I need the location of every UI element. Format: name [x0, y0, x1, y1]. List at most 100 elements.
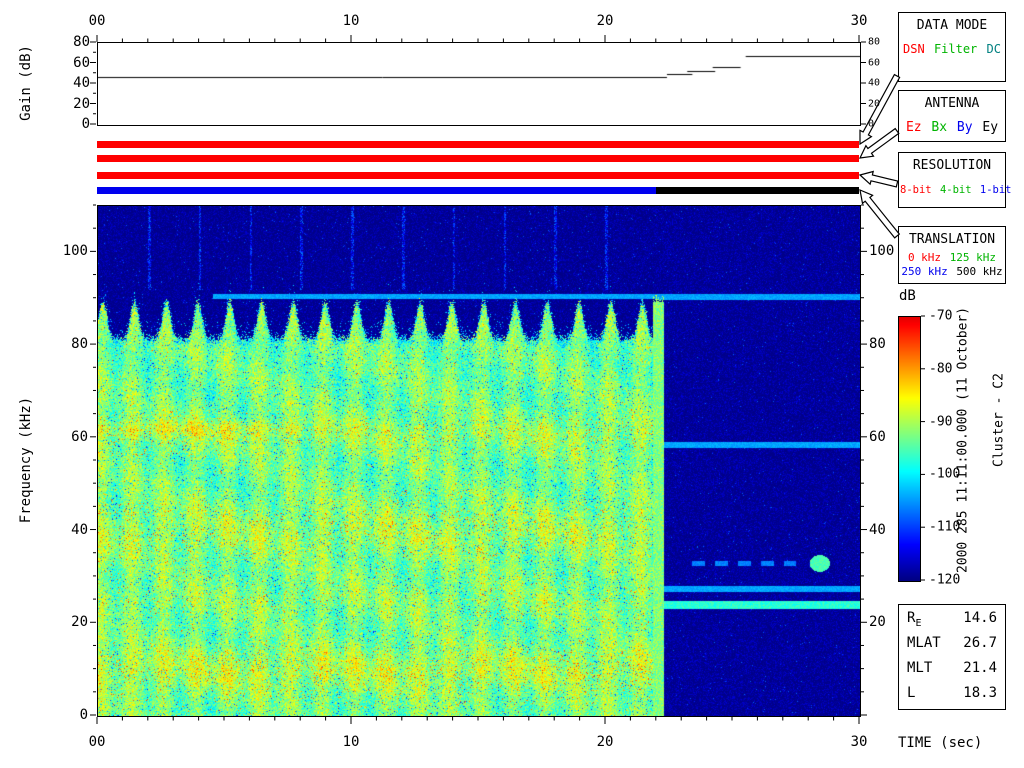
status-segment-antenna — [97, 155, 859, 162]
tick-label: 60 — [71, 428, 88, 445]
tick-label: 0 — [868, 118, 875, 130]
frequency-axis-label: Frequency (kHz) — [18, 396, 34, 524]
tick-label: -80 — [929, 361, 953, 377]
tick-label: 40 — [73, 75, 90, 91]
antenna-option-bx: Bx — [931, 120, 948, 135]
tick-label: 20 — [596, 13, 614, 29]
tick-label: 80 — [71, 336, 88, 353]
tick-label: 60 — [868, 57, 881, 68]
ephemeris-value: 26.7 — [963, 635, 997, 652]
tick-label: 60 — [73, 54, 90, 71]
tick-label: 40 — [869, 521, 886, 538]
antenna-option-ez: Ez — [905, 120, 922, 135]
resolution-options: 8-bit 4-bit 1-bit — [899, 184, 1011, 196]
time-axis-label: TIME (sec) — [898, 735, 983, 751]
status-segment-translation — [655, 187, 859, 194]
data-mode-option-dc: DC — [986, 42, 1001, 56]
antenna-option-by: By — [956, 120, 973, 135]
translation-title: TRANSLATION — [908, 232, 996, 247]
tick-label: 20 — [868, 98, 881, 109]
colorbar-units-label: dB — [899, 288, 916, 304]
ephemeris-row: MLAT 26.7 — [899, 635, 1005, 654]
ephemeris-row: L 18.3 — [899, 685, 1005, 704]
callout-arrow — [858, 170, 899, 188]
tick-label: -100 — [929, 466, 961, 482]
tick-label: 10 — [342, 734, 360, 750]
ephemeris-box: RE 14.6 MLAT 26.7 MLT 21.4 L 18.3 — [898, 604, 1006, 710]
tick-label: 100 — [62, 243, 88, 260]
ephemeris-label-sub: E — [915, 617, 922, 629]
colorbar-canvas — [898, 316, 921, 582]
data-mode-panel: DATA MODE DSN Filter DC — [898, 12, 1006, 82]
antenna-status-bar — [97, 155, 859, 162]
translation-option-250khz: 250 kHz — [901, 265, 948, 278]
ephemeris-value: 18.3 — [963, 685, 997, 702]
tick-label: 60 — [869, 428, 886, 445]
ephemeris-label: MLAT — [907, 635, 941, 654]
tick-label: 30 — [850, 13, 868, 29]
tick-label: -90 — [929, 414, 953, 430]
ephemeris-row: RE 14.6 — [899, 610, 1005, 629]
ephemeris-label-text: MLT — [907, 660, 933, 677]
status-segment-translation — [97, 187, 656, 194]
ephemeris-value: 21.4 — [963, 660, 997, 677]
translation-option-0khz: 0 kHz — [907, 251, 942, 264]
tick-label: 00 — [88, 734, 106, 750]
data-mode-options: DSN Filter DC — [899, 42, 1005, 56]
gain-axis-label: Gain (dB) — [18, 45, 34, 121]
data-mode-option-dsn: DSN — [903, 42, 925, 56]
tick-label: 20 — [869, 614, 886, 631]
ephemeris-label-text: MLAT — [907, 635, 941, 652]
tick-label: 20 — [73, 95, 90, 112]
ephemeris-label: L — [907, 685, 915, 704]
data-mode-title: DATA MODE — [916, 18, 988, 33]
antenna-option-ey: Ey — [982, 120, 999, 135]
tick-label: 40 — [71, 521, 88, 538]
tick-label: 100 — [869, 243, 895, 260]
resolution-title: RESOLUTION — [912, 158, 992, 173]
tick-label: 80 — [868, 36, 881, 48]
gain-plot-canvas — [97, 42, 861, 126]
resolution-option-1bit: 1-bit — [979, 184, 1012, 196]
translation-panel: TRANSLATION 0 kHz 125 kHz 250 kHz 500 kH… — [898, 226, 1006, 284]
status-segment-resolution — [97, 172, 859, 179]
ephemeris-label: RE — [907, 610, 921, 629]
translation-options: 0 kHz 125 kHz 250 kHz 500 kHz — [899, 251, 1005, 279]
antenna-title: ANTENNA — [924, 96, 980, 111]
resolution-panel: RESOLUTION 8-bit 4-bit 1-bit — [898, 152, 1011, 208]
translation-status-bar — [97, 187, 859, 194]
tick-label: 00 — [88, 13, 106, 29]
tick-label: 0 — [81, 116, 90, 132]
ephemeris-row: MLT 21.4 — [899, 660, 1005, 679]
data-mode-status-bar — [97, 141, 859, 148]
translation-option-125khz: 125 kHz — [949, 251, 997, 264]
ephemeris-label-text: R — [907, 610, 916, 627]
tick-label: -70 — [929, 308, 953, 324]
translation-option-500khz: 500 kHz — [956, 265, 1003, 278]
tick-label: 30 — [850, 734, 868, 750]
tick-label: 20 — [71, 614, 88, 631]
antenna-panel: ANTENNA Ez Bx By Ey — [898, 90, 1006, 142]
callout-arrow — [859, 189, 901, 239]
antenna-options: Ez Bx By Ey — [899, 120, 1005, 135]
tick-label: -110 — [929, 519, 961, 535]
ephemeris-label-text: L — [907, 685, 916, 702]
status-segment-data-mode — [97, 141, 859, 148]
tick-label: 20 — [596, 734, 614, 750]
resolution-option-4bit: 4-bit — [939, 184, 972, 196]
spacecraft-label: Cluster - C2 — [991, 373, 1007, 467]
tick-label: 0 — [79, 707, 88, 723]
tick-label: 40 — [868, 77, 881, 89]
spectrogram-canvas — [97, 205, 861, 717]
callout-arrow — [858, 127, 900, 159]
tick-label: 80 — [73, 34, 90, 50]
resolution-status-bar — [97, 172, 859, 179]
tick-label: -120 — [929, 572, 961, 588]
tick-label: 80 — [869, 336, 886, 353]
tick-label: 10 — [342, 13, 360, 29]
ephemeris-label: MLT — [907, 660, 932, 679]
ephemeris-value: 14.6 — [963, 610, 997, 627]
data-mode-option-filter: Filter — [933, 42, 978, 56]
resolution-option-8bit: 8-bit — [900, 184, 932, 196]
